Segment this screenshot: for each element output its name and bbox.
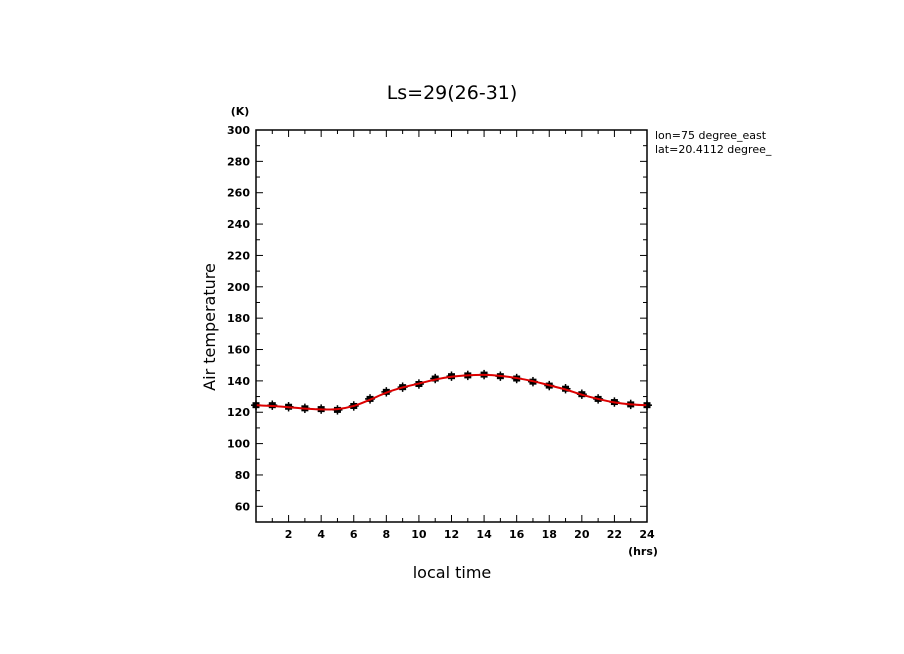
x-tick-label: 2 [285, 528, 293, 541]
y-tick-label: 160 [227, 344, 250, 357]
annotation-lat: lat=20.4112 degree_ [655, 143, 772, 156]
y-tick-label: 60 [235, 500, 251, 513]
x-tick-label: 24 [639, 528, 655, 541]
y-tick-label: 140 [227, 375, 250, 388]
x-tick-label: 8 [383, 528, 391, 541]
chart-title: Ls=29(26-31) [387, 82, 518, 104]
plot-frame [255, 129, 648, 523]
x-tick-label: 18 [542, 528, 557, 541]
annotation-lon: lon=75 degree_east [655, 129, 767, 142]
y-tick-label: 200 [227, 281, 250, 294]
x-tick-label: 16 [509, 528, 525, 541]
x-tick-label: 12 [444, 528, 459, 541]
y-tick-label: 300 [227, 124, 250, 137]
x-tick-label: 20 [574, 528, 590, 541]
y-axis-label: Air temperature [200, 263, 219, 391]
x-axis-label: local time [413, 563, 492, 582]
y-tick-label: 280 [227, 155, 250, 168]
plot-area: 2 4 6 8 10 12 14 16 18 20 22 2460801001201401601802… [227, 124, 655, 541]
x-tick-label: 4 [317, 528, 325, 541]
y-tick-label: 220 [227, 249, 250, 262]
x-tick-label: 6 [350, 528, 358, 541]
x-axis-unit: (hrs) [628, 545, 658, 558]
y-tick-label: 80 [235, 469, 251, 482]
x-tick-label: 14 [476, 528, 492, 541]
x-tick-label: 22 [607, 528, 622, 541]
y-tick-label: 100 [227, 438, 250, 451]
y-tick-label: 260 [227, 187, 250, 200]
y-tick-label: 120 [227, 406, 250, 419]
y-tick-label: 180 [227, 312, 250, 325]
y-tick-label: 240 [227, 218, 250, 231]
x-tick-label: 10 [411, 528, 427, 541]
fit-line [255, 373, 648, 411]
data-point [431, 375, 439, 382]
y-axis-unit: (K) [231, 105, 250, 118]
